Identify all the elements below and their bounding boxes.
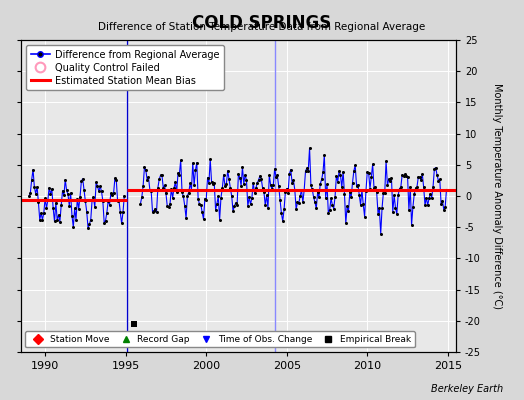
Text: COLD SPRINGS: COLD SPRINGS <box>192 14 332 32</box>
Text: Berkeley Earth: Berkeley Earth <box>431 384 503 394</box>
Y-axis label: Monthly Temperature Anomaly Difference (°C): Monthly Temperature Anomaly Difference (… <box>492 83 502 309</box>
Legend: Station Move, Record Gap, Time of Obs. Change, Empirical Break: Station Move, Record Gap, Time of Obs. C… <box>26 331 415 348</box>
Text: Difference of Station Temperature Data from Regional Average: Difference of Station Temperature Data f… <box>99 22 425 32</box>
